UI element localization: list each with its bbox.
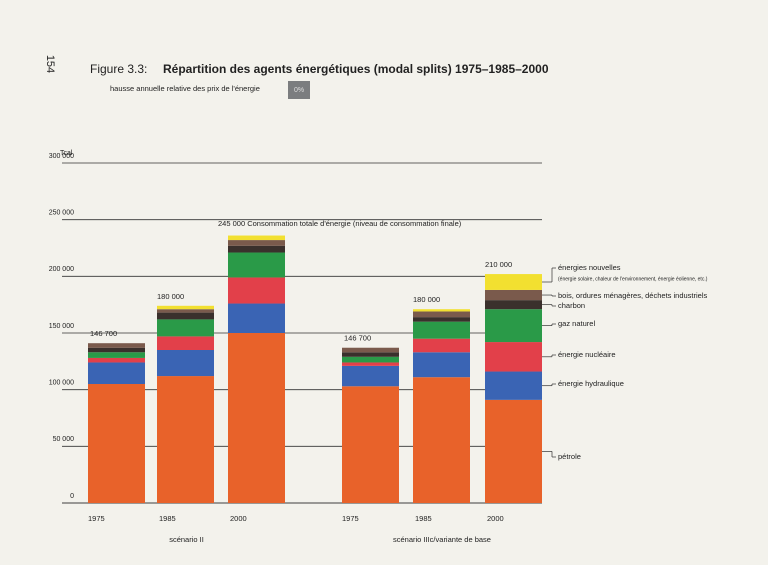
legend-label: charbon (558, 301, 585, 310)
legend-label: énergie hydraulique (558, 379, 624, 388)
chart-title: Répartition des agents énergétiques (mod… (163, 62, 549, 76)
bar-segment (228, 240, 285, 246)
x-tick-label: 1975 (88, 514, 105, 523)
bar-segment (485, 274, 542, 290)
x-tick-label: 1975 (342, 514, 359, 523)
bar-segment (157, 309, 214, 313)
total-label: 210 000 (485, 260, 512, 269)
subtitle: hausse annuelle relative des prix de l'é… (110, 84, 260, 93)
bar-segment (157, 336, 214, 350)
total-label: 180 000 (413, 295, 440, 304)
bar-segment (157, 376, 214, 503)
bar-segment (485, 371, 542, 400)
bar-segment (485, 300, 542, 310)
bar-segment (485, 309, 542, 343)
x-tick-label: 2000 (487, 514, 504, 523)
bar-segment (88, 357, 145, 363)
y-tick-label: 300 000 (49, 153, 74, 160)
bar-segment (485, 289, 542, 301)
bar-segment (157, 312, 214, 320)
bar-segment (342, 386, 399, 503)
y-tick-label: 200 000 (49, 266, 74, 273)
bar-segment (228, 333, 285, 503)
bar-segment (157, 350, 214, 377)
x-tick-label: 1985 (159, 514, 176, 523)
legend-note: (énergie solaire, chaleur de l'environne… (558, 276, 708, 282)
legend-label: gaz naturel (558, 319, 595, 328)
x-tick-label: 2000 (230, 514, 247, 523)
group-label: scénario II (169, 535, 204, 544)
bar-segment (413, 352, 470, 378)
bar-segment (413, 321, 470, 339)
bar-segment (88, 352, 145, 358)
y-tick-label: 100 000 (49, 380, 74, 387)
bar-segment (413, 317, 470, 322)
bar-segment (228, 235, 285, 241)
bar-segment (228, 245, 285, 253)
bar-segment (485, 399, 542, 503)
page-number: 154 (44, 55, 56, 73)
bar-segment (342, 365, 399, 387)
legend-label: bois, ordures ménagères, déchets industr… (558, 291, 707, 300)
bar-segment (342, 362, 399, 366)
total-label: 146 700 (90, 329, 117, 338)
bar-segment (485, 342, 542, 372)
bar-segment (413, 338, 470, 353)
bar-segment (228, 303, 285, 333)
bar-segment (413, 309, 470, 312)
y-tick-label: 250 000 (49, 210, 74, 217)
bar-segment (88, 347, 145, 353)
x-tick-label: 1985 (415, 514, 432, 523)
bar-segment (342, 347, 399, 353)
subtitle-box (288, 81, 310, 99)
figure-label: Figure 3.3: (90, 62, 147, 76)
legend-label: pétrole (558, 452, 581, 461)
bar-segment (342, 352, 399, 357)
bar-segment (342, 356, 399, 363)
annotation: 245 000 Consommation totale d'énergie (n… (218, 219, 462, 228)
group-label: scénario IIIc/variante de base (393, 535, 491, 544)
subtitle-box-label: 0% (294, 87, 304, 94)
bar-segment (228, 252, 285, 278)
y-tick-label: 50 000 (53, 436, 75, 443)
bar-segment (157, 305, 214, 310)
legend-label: énergie nucléaire (558, 350, 616, 359)
bar-segment (88, 362, 145, 384)
total-label: 180 000 (157, 292, 184, 301)
bar-segment (413, 311, 470, 318)
total-label: 146 700 (344, 334, 371, 343)
legend-label: énergies nouvelles (558, 263, 621, 272)
bar-segment (88, 384, 145, 503)
bar-segment (228, 277, 285, 304)
y-tick-label: 0 (70, 493, 74, 500)
bar-segment (413, 377, 470, 503)
y-axis-label: Tcal (60, 150, 73, 157)
bar-segment (88, 343, 145, 348)
y-tick-label: 150 000 (49, 323, 74, 330)
bar-segment (157, 319, 214, 337)
